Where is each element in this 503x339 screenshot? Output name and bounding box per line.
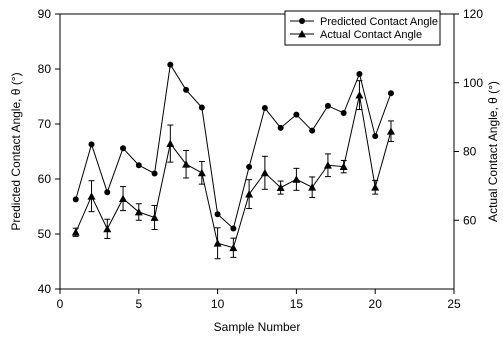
- legend-box: [284, 10, 441, 46]
- data-point: [371, 183, 380, 191]
- data-point: [372, 133, 379, 140]
- y-right-tick-label: 120: [463, 7, 483, 21]
- y-left-tick-label: 70: [38, 117, 52, 131]
- data-point: [308, 183, 317, 191]
- series-predicted: [72, 61, 394, 232]
- data-point: [229, 243, 238, 252]
- data-point: [356, 70, 363, 77]
- data-point: [183, 86, 190, 93]
- data-point: [230, 225, 237, 232]
- data-point: [197, 168, 206, 177]
- data-point: [87, 192, 96, 200]
- x-tick-label: 5: [135, 297, 142, 311]
- y-right-tick-label: 80: [463, 145, 477, 159]
- data-point: [246, 163, 253, 170]
- data-point: [245, 190, 254, 198]
- data-point: [293, 111, 300, 118]
- data-point: [277, 124, 284, 131]
- data-point: [261, 105, 268, 112]
- x-axis-label: Sample Number: [214, 320, 301, 334]
- y-left-tick-label: 60: [38, 172, 52, 186]
- y-left-tick-label: 80: [38, 62, 52, 76]
- data-point: [151, 170, 158, 177]
- data-point: [387, 90, 394, 97]
- x-tick-label: 10: [211, 297, 225, 311]
- y-right-tick-label: 100: [463, 76, 483, 90]
- x-tick-label: 15: [290, 297, 304, 311]
- data-point: [119, 194, 128, 202]
- data-point: [72, 196, 79, 203]
- data-point: [340, 110, 347, 116]
- data-point: [309, 127, 316, 134]
- x-tick-label: 20: [369, 297, 383, 311]
- y-right-tick-label: 60: [463, 213, 477, 227]
- plot-frame: [59, 13, 455, 290]
- x-tick-label: 25: [447, 297, 461, 311]
- data-point: [198, 104, 205, 111]
- legend-marker: [299, 18, 305, 24]
- data-point: [386, 127, 395, 135]
- data-point: [292, 175, 301, 183]
- axes: 0 5 10 15 20 25 40 50 60 70 80 90 60 80 100 120 Sample N…: [9, 7, 500, 334]
- legend-label: Actual Contact Angle: [320, 29, 422, 41]
- y-left-tick-label: 50: [38, 227, 52, 241]
- data-point: [324, 102, 331, 109]
- data-point: [88, 141, 95, 148]
- data-point: [355, 91, 364, 99]
- y-right-axis-label: Actual Contact Angle, θ (°): [486, 81, 500, 222]
- data-point: [214, 211, 221, 218]
- data-point: [134, 208, 143, 216]
- legend-label: Predicted Contact Angle: [320, 16, 438, 28]
- data-point: [103, 224, 112, 233]
- data-point: [182, 160, 191, 168]
- data-point: [260, 168, 269, 177]
- data-point: [120, 145, 127, 152]
- data-point: [276, 183, 285, 191]
- data-point: [71, 228, 80, 236]
- data-point: [135, 162, 142, 169]
- data-point: [104, 189, 111, 196]
- y-left-axis-label: Predicted Contact Angle, θ (°): [9, 72, 23, 230]
- data-point: [339, 162, 348, 171]
- data-point: [166, 139, 175, 147]
- data-point: [323, 161, 332, 169]
- x-tick-label: 0: [57, 297, 64, 311]
- data-point: [213, 239, 222, 247]
- series-actual: [71, 80, 395, 260]
- data-point: [167, 61, 174, 68]
- series-layer: [71, 61, 395, 260]
- y-left-tick-label: 40: [38, 282, 52, 296]
- legend-marker: [298, 30, 306, 38]
- y-left-tick-label: 90: [38, 7, 52, 21]
- data-point: [150, 213, 159, 221]
